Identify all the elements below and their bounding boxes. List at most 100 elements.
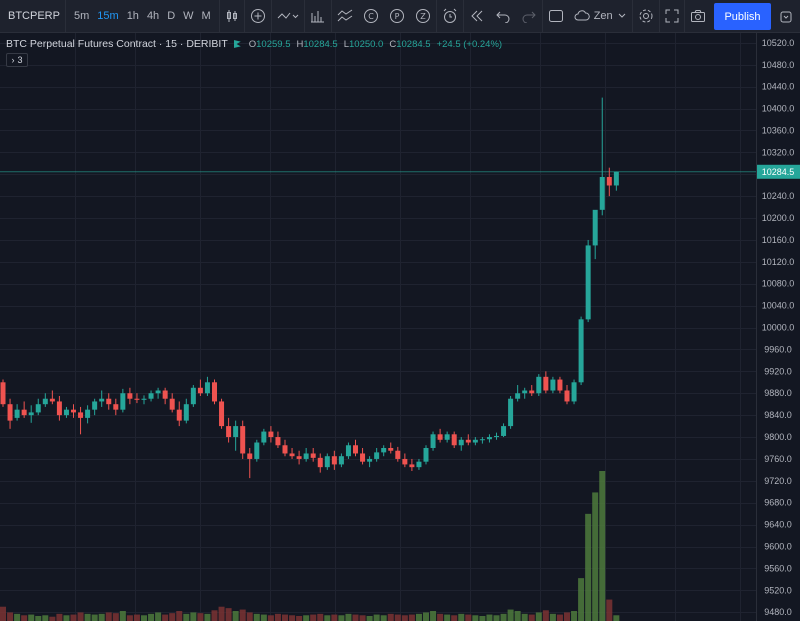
layout-menu-button[interactable]: Zen [569, 0, 633, 33]
settings-button[interactable] [633, 0, 660, 33]
candle [458, 437, 464, 451]
candle [388, 442, 394, 454]
candle [148, 390, 154, 402]
volume-bar [303, 615, 310, 621]
candle-body [317, 457, 323, 468]
candle-body [423, 447, 429, 462]
volume-bar [359, 615, 366, 621]
candle [190, 385, 196, 407]
z-icon: Z [415, 9, 430, 23]
candle-body [233, 426, 239, 438]
candle [437, 428, 443, 443]
price-tick-label: 10000.0 [762, 323, 795, 333]
candle [261, 428, 267, 446]
volume-bar [394, 614, 401, 621]
candle-body [226, 426, 232, 438]
snapshot-button[interactable] [685, 0, 711, 33]
candle-body [388, 447, 394, 451]
candle-body [444, 434, 450, 440]
candle [49, 390, 55, 405]
symbol-search-button[interactable]: BTCPERP [0, 0, 66, 33]
price-tick-label: 9720.0 [764, 476, 792, 486]
volume-bar [42, 615, 49, 621]
redo-icon [522, 11, 536, 23]
candle-body [430, 434, 436, 448]
publish-button[interactable]: Publish [714, 3, 771, 30]
price-tick-label: 10520.0 [762, 38, 795, 48]
candle [113, 398, 119, 416]
compare-button[interactable] [332, 0, 358, 33]
volume-bar [366, 616, 373, 621]
z-button[interactable]: Z [410, 0, 437, 33]
volume-bar [21, 615, 28, 621]
candle [296, 450, 302, 465]
flag-icon[interactable] [233, 40, 241, 48]
candle [522, 387, 528, 399]
high-value: 10284.5 [303, 38, 338, 50]
candle-body [472, 439, 478, 443]
chart-type-button[interactable] [220, 0, 245, 33]
volume-bar [70, 614, 77, 621]
price-axis[interactable] [756, 33, 800, 621]
crosshair-button[interactable] [245, 0, 272, 33]
alert-button[interactable] [437, 0, 464, 33]
undo-button[interactable] [490, 0, 516, 33]
svg-text:C: C [368, 12, 374, 21]
candle-body [331, 456, 337, 465]
candle-body [374, 452, 380, 459]
volume-bar [105, 612, 112, 621]
candle [233, 420, 239, 451]
volume-bar [500, 613, 507, 621]
candle-body [381, 447, 387, 453]
indicators-button[interactable] [272, 0, 305, 33]
indicators-collapse-button[interactable]: › 3 [6, 53, 28, 67]
bar-stats-button[interactable] [305, 0, 332, 33]
volume-bar [458, 613, 465, 621]
interval-d[interactable]: D [167, 9, 176, 22]
volume-bar [592, 492, 599, 621]
volume-bar [549, 613, 556, 621]
top-toolbar: BTCPERP 5m 15m 1h 4h D W M C P Z Zen [0, 0, 800, 33]
candle-body [543, 376, 549, 391]
fullscreen-box-button[interactable] [543, 0, 569, 33]
price-chart[interactable]: 10520.0 10480.0 10440.0 10400.0 10360.0 10320… [0, 33, 800, 621]
interval-5m[interactable]: 5m [74, 9, 90, 22]
candle-body [557, 379, 563, 391]
replay-button[interactable] [464, 0, 490, 33]
volume-bar [556, 614, 563, 621]
candle [71, 404, 76, 418]
candle [99, 390, 105, 407]
price-tick-label: 9760.0 [764, 454, 792, 464]
interval-15m[interactable]: 15m [97, 9, 119, 22]
expand-button[interactable] [660, 0, 685, 33]
p-button[interactable]: P [384, 0, 410, 33]
candle [21, 401, 27, 418]
candle-body [501, 426, 507, 436]
volume-bar [479, 616, 486, 621]
volume-bar [282, 614, 288, 621]
volume-bar [63, 615, 70, 621]
candle-body [296, 456, 302, 459]
candle-body [599, 176, 605, 210]
interval-m[interactable]: M [201, 9, 211, 22]
volume-bar [345, 613, 352, 621]
candle [141, 395, 147, 405]
volume-bar [112, 613, 119, 621]
interval-4h[interactable]: 4h [146, 9, 160, 22]
volume-bars [0, 471, 620, 621]
price-tick-label: 9600.0 [764, 542, 792, 552]
candle-body [78, 412, 84, 418]
candle [578, 316, 584, 386]
interval-1h[interactable]: 1h [126, 9, 139, 22]
c-button[interactable]: C [358, 0, 384, 33]
candle [508, 395, 514, 429]
volume-bar [232, 611, 239, 621]
volume-bar [204, 613, 211, 621]
redo-button[interactable] [516, 0, 543, 33]
candle [324, 453, 330, 470]
interval-w[interactable]: W [183, 9, 194, 22]
more-button[interactable] [771, 0, 800, 33]
price-tick-label: 10160.0 [762, 235, 795, 245]
volume-bar [437, 613, 444, 621]
candle [204, 376, 210, 396]
